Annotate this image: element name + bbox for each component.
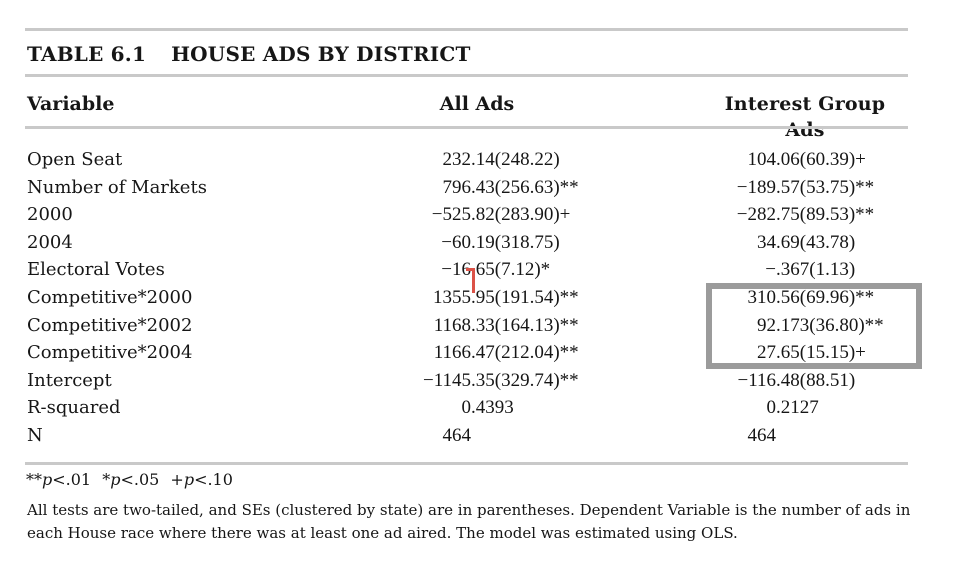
interest-value-int: 34 [757,231,776,253]
all-ads-value-int: 1168 [433,314,471,336]
significance-item: *p<.05 [102,470,160,489]
table-title: TABLE 6.1 HOUSE ADS BY DISTRICT [27,40,471,68]
table-row: Open Seat 232 .14(248.22) 104 .06(60.39)… [0,146,958,174]
all-ads-value-int: −16 [441,259,471,281]
table-row: Electoral Votes −16 .65(7.12)* − .367(1.… [0,256,958,284]
row-label: Competitive*2000 [27,287,193,308]
interest-value-frac: .69(43.78) [776,231,856,253]
row-label: Open Seat [27,149,123,170]
table-row: 2000 −525 .82(283.90)+ −282 .75(89.53)** [0,201,958,229]
interest-value-int: −282 [736,204,776,226]
all-ads-value-frac: .35(329.74)** [471,369,579,391]
all-ads-value-int: 232 [442,149,472,170]
row-label: R-squared [27,397,121,419]
interest-value-frac: .48(88.51) [776,369,856,391]
table-row: Competitive*2004 1166 .47(212.04)** 27 .… [0,339,958,367]
all-ads-value-int: 1355 [433,287,471,308]
row-label: N [27,425,43,446]
interest-value-frac: .173(36.80)** [776,314,884,336]
all-ads-value-frac: .95(191.54)** [471,287,579,308]
table-title-text: HOUSE ADS BY DISTRICT [171,42,471,66]
header-top-rule [25,74,908,77]
row-label: 2000 [27,204,73,226]
table-row: 2004 −60 .19(318.75) 34 .69(43.78) [0,229,958,257]
table-notes: All tests are two-tailed, and SEs (clust… [27,499,932,545]
table-top-rule [25,28,908,31]
table-header-row: Variable All Ads Interest Group Ads [0,91,958,141]
all-ads-value-int: −525 [431,204,471,226]
interest-value-int: 0 [766,397,777,419]
significance-item: **p<.01 [26,470,92,489]
interest-value-int: 27 [757,342,776,364]
interest-value-frac: .57(53.75)** [776,176,875,198]
all-ads-value-frac: .47(212.04)** [471,342,579,364]
table-row: Competitive*2002 1168 .33(164.13)** 92 .… [0,312,958,340]
column-header-variable: Variable [27,93,115,115]
interest-value-frac: .367(1.13) [776,259,856,281]
all-ads-value-frac: .65(7.12)* [471,259,551,281]
interest-value-int: 310 [747,287,777,308]
table-row: Competitive*2000 1355 .95(191.54)** 310 … [0,284,958,312]
all-ads-value-int: 464 [442,425,472,446]
all-ads-value-frac: .43(256.63)** [471,176,579,198]
all-ads-value-int: −60 [441,231,471,253]
all-ads-value-frac: .33(164.13)** [471,314,579,336]
table-row: Number of Markets 796 .43(256.63)** −189… [0,174,958,202]
row-label: Competitive*2002 [27,314,193,336]
significance-item: +p<.10 [170,470,233,489]
row-label: Competitive*2004 [27,342,193,364]
interest-value-frac: .75(89.53)** [776,204,875,226]
interest-value-int: 104 [747,149,777,170]
table-row: R-squared 0 .4393 0 .2127 [0,394,958,422]
table-row: N 464 464 [0,422,958,450]
all-ads-value-frac: .19(318.75) [471,231,560,253]
interest-value-frac: .56(69.96)** [776,287,875,308]
column-header-all-ads: All Ads [439,93,515,115]
column-header-interest-group-ads: Interest Group Ads [724,93,886,141]
significance-note: **p<.01 *p<.05 +p<.10 [26,467,239,493]
interest-value-frac: .06(60.39)+ [776,149,866,170]
table-bottom-rule [25,462,908,465]
note-line: each House race where there was at least… [27,524,738,543]
highlight-box [706,283,922,369]
table-number: TABLE 6.1 [27,42,147,66]
interest-value-int: −189 [736,176,776,198]
interest-value-frac: .2127 [776,397,819,419]
row-label: Intercept [27,369,112,391]
row-label: Electoral Votes [27,259,165,281]
interest-value-int: 92 [757,314,776,336]
all-ads-value-frac: .4393 [471,397,514,419]
row-label: 2004 [27,231,73,253]
interest-value-int: − [765,259,776,281]
all-ads-value-int: 0 [461,397,472,419]
row-label: Number of Markets [27,176,207,198]
all-ads-value-frac: .14(248.22) [471,149,560,170]
annotation-caret [466,268,475,293]
interest-value-frac: .65(15.15)+ [776,342,866,364]
all-ads-value-int: 1166 [433,342,471,364]
header-bottom-rule [25,126,908,129]
table-row: Intercept −1145 .35(329.74)** −116 .48(8… [0,367,958,395]
all-ads-value-int: −1145 [422,369,471,391]
interest-value-int: 464 [747,425,777,446]
interest-value-int: −116 [737,369,776,391]
note-line: All tests are two-tailed, and SEs (clust… [27,501,911,519]
all-ads-value-int: 796 [442,176,472,198]
all-ads-value-frac: .82(283.90)+ [471,204,571,226]
